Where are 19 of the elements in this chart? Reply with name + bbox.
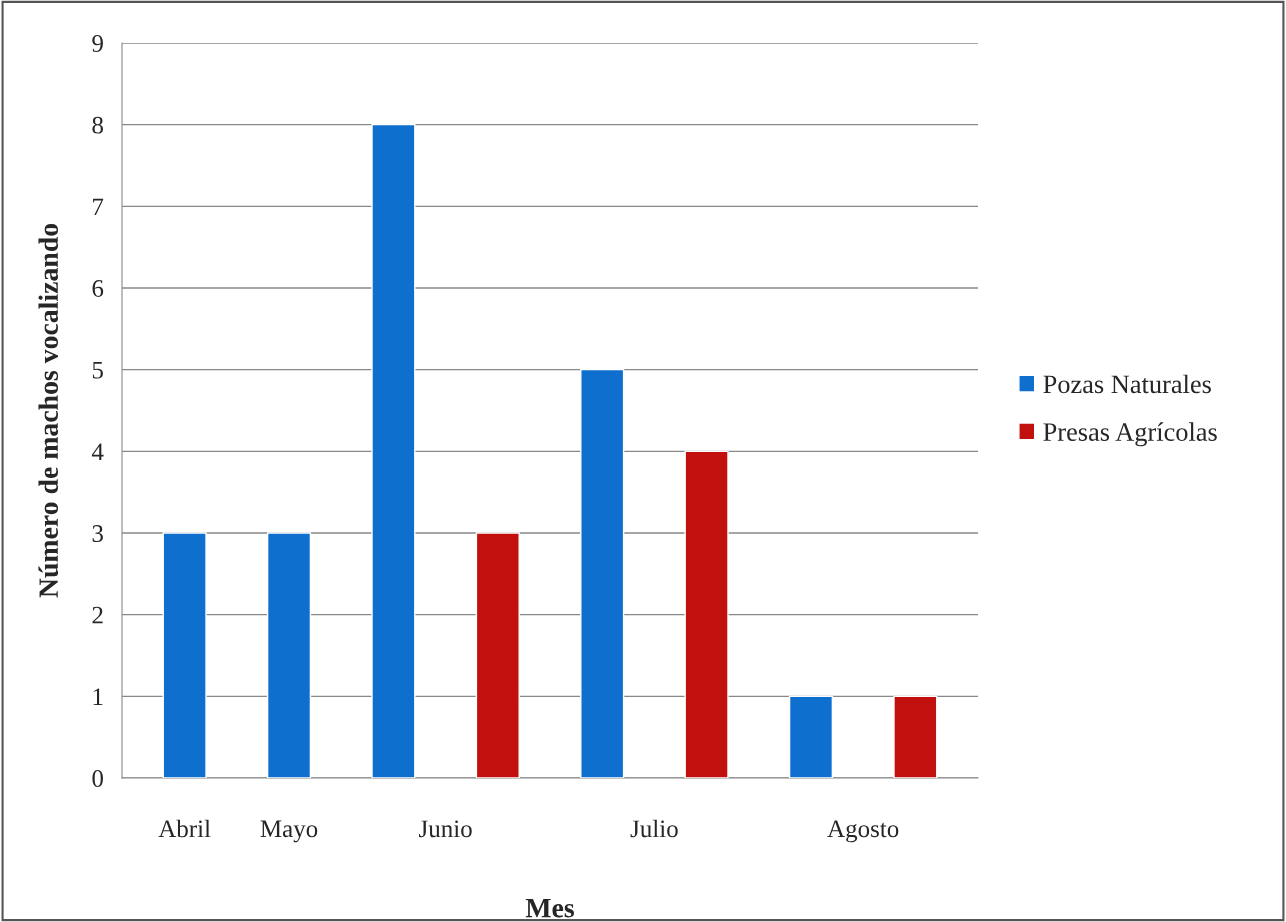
y-tick-label: 3 bbox=[92, 525, 103, 542]
y-tick-label: 9 bbox=[92, 35, 103, 52]
legend-label: Presas Agrícolas bbox=[1043, 422, 1217, 447]
y-tick-label: 2 bbox=[92, 606, 103, 624]
x-tick-label: Junio bbox=[419, 820, 472, 838]
x-tick-label: Abril bbox=[158, 819, 211, 838]
x-tick-label: Mayo bbox=[260, 820, 318, 843]
x-tick-label: Agosto bbox=[827, 820, 899, 843]
y-tick-label: 7 bbox=[93, 198, 104, 216]
y-tick-label: 4 bbox=[91, 443, 104, 461]
legend-label: Pozas Naturales bbox=[1043, 374, 1211, 394]
x-axis-title: Mes bbox=[525, 898, 574, 918]
y-tick-label: 0 bbox=[92, 770, 103, 787]
y-tick-label: 8 bbox=[92, 116, 103, 134]
y-tick-label: 6 bbox=[92, 280, 104, 297]
x-tick-label: Julio bbox=[630, 819, 678, 838]
y-axis-title: Número de machos vocalizando bbox=[38, 223, 59, 598]
y-tick-label: 1 bbox=[93, 688, 103, 706]
y-tick-label: 5 bbox=[92, 361, 103, 379]
